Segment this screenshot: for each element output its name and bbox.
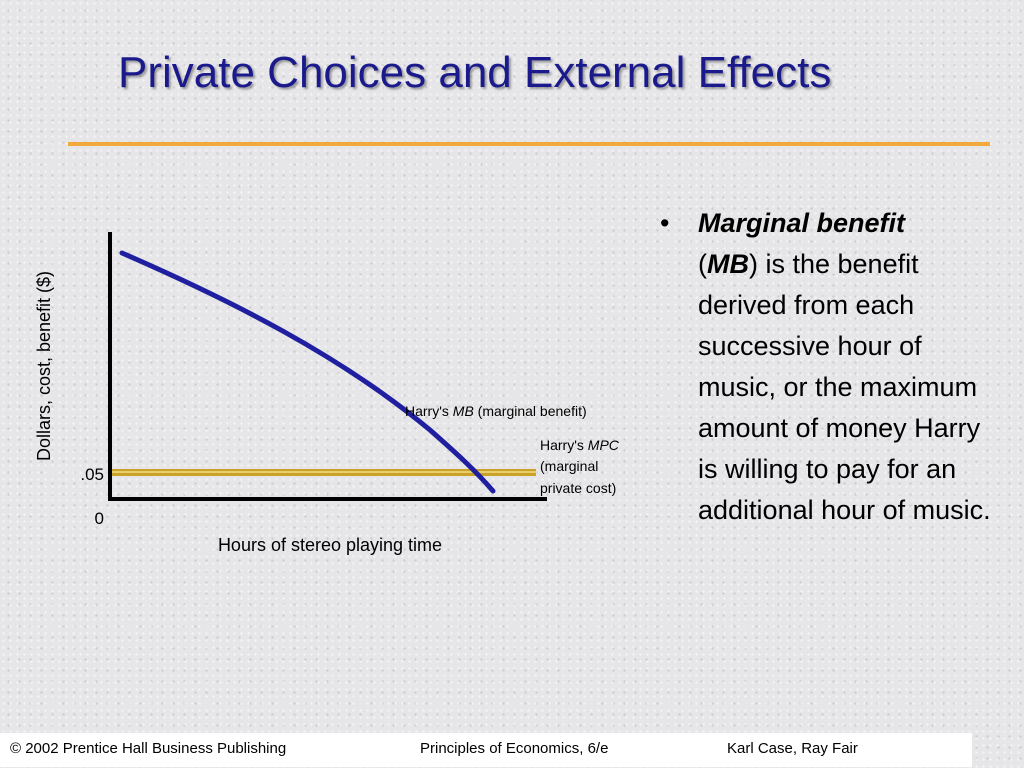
bullet-term: Marginal benefit (698, 208, 906, 238)
footer-copyright: © 2002 Prentice Hall Business Publishing (10, 740, 287, 757)
bullet-definition: ) is the benefit derived from each succe… (698, 249, 991, 525)
mb-curve-label: Harry's MB (marginal benefit) (405, 403, 587, 419)
y-tick-label-0: 0 (95, 509, 104, 528)
mpc-line-highlight (112, 471, 536, 473)
y-axis-title: Dollars, cost, benefit ($) (34, 271, 54, 461)
footer-bar: © 2002 Prentice Hall Business Publishing… (0, 733, 972, 767)
x-axis-title: Hours of stereo playing time (218, 535, 442, 555)
bullet-marker: • (660, 208, 670, 238)
mpc-curve-label-line1: Harry's MPC (540, 437, 620, 453)
mb-curve (119, 250, 496, 494)
footer-authors: Karl Case, Ray Fair (727, 740, 858, 757)
mpc-curve-label-line3: private cost) (540, 480, 616, 496)
y-tick-label-05: .05 (80, 465, 104, 484)
footer-book: Principles of Economics, 6/e (420, 740, 609, 757)
bullet-body: Marginal benefit (MB) is the benefit deri… (698, 208, 991, 525)
mpc-curve-label-line2: (marginal (540, 458, 598, 474)
slide-title: Private Choices and External Effects (118, 48, 832, 97)
bullet-abbrev: MB (707, 249, 749, 279)
title-divider (68, 142, 990, 146)
